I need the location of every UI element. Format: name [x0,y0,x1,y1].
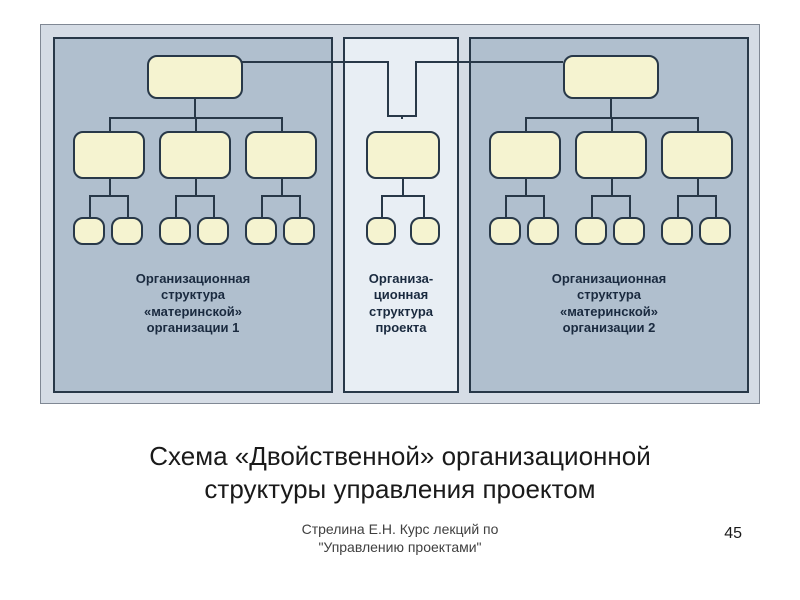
center-mid-box [366,131,440,179]
panel-left-title: Организационная структура «материнской» … [55,271,331,336]
right-mid-box [661,131,733,179]
panel-center: Организа- ционная структура проекта [343,37,459,393]
panel-right-title: Организационная структура «материнской» … [471,271,747,336]
slide-footer: Стрелина Е.Н. Курс лекций по "Управлению… [0,520,800,556]
org-structure-figure: Организационная структура «материнской» … [40,24,760,404]
right-bot-box [575,217,607,245]
left-bot-box [197,217,229,245]
panel-right: Организационная структура «материнской» … [469,37,749,393]
panel-center-title: Организа- ционная структура проекта [345,271,457,336]
left-bot-box [159,217,191,245]
panel-left: Организационная структура «материнской» … [53,37,333,393]
left-mid-box [159,131,231,179]
right-top-box [563,55,659,99]
slide-caption: Схема «Двойственной» организационной стр… [0,440,800,505]
left-mid-box [73,131,145,179]
right-bot-box [527,217,559,245]
right-bot-box [699,217,731,245]
center-bot-box [410,217,440,245]
left-bot-box [283,217,315,245]
right-bot-box [489,217,521,245]
left-top-box [147,55,243,99]
left-mid-box [245,131,317,179]
page-number: 45 [724,525,742,543]
right-mid-box [575,131,647,179]
right-bot-box [613,217,645,245]
center-bot-box [366,217,396,245]
right-mid-box [489,131,561,179]
left-bot-box [245,217,277,245]
right-bot-box [661,217,693,245]
left-bot-box [111,217,143,245]
left-bot-box [73,217,105,245]
